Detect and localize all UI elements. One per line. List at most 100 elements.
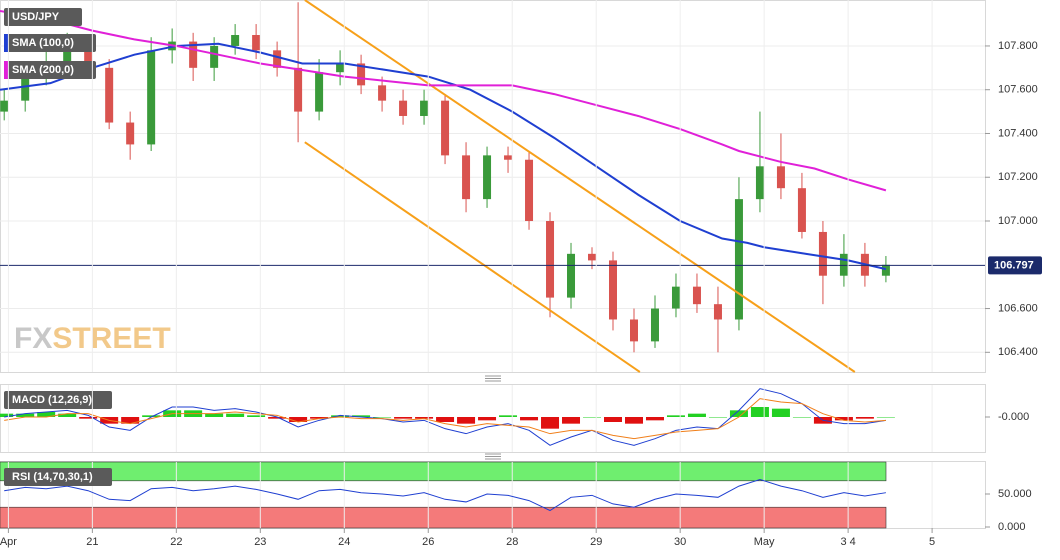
legend-swatch [4,34,8,52]
rsi-band [0,461,887,482]
resize-handle[interactable] [485,453,501,460]
legend-label: SMA (200,0) [12,64,74,76]
y-tick-label: 107.000 [998,215,1038,227]
legend-box [4,391,112,409]
macd-histogram-bar [16,413,35,417]
candle-body [588,253,597,261]
candle-body [126,122,135,145]
macd-histogram-bar [79,417,98,419]
macd-histogram-bar [352,415,371,417]
candle-body [671,286,680,309]
candle-body [818,231,827,276]
panel-candlestick: 106.400 106.600 107.000 107.200 107.400 107.6… [0,0,1042,373]
x-tick-label: 21 [86,536,98,548]
x-tick-label: 22 [170,536,182,548]
indicator-line [4,398,886,440]
candle-body [210,45,219,68]
resize-handle[interactable] [485,375,501,382]
candle-body [525,159,534,222]
macd-histogram-bar [331,415,350,417]
legend-box [4,8,82,26]
y-tick-label: 106.400 [998,346,1038,358]
candle-body [231,35,240,46]
macd-histogram-bar [645,417,664,421]
candle-body [252,35,261,51]
macd-histogram-bar [415,417,434,419]
macd-histogram-bar [373,417,392,418]
candle-body [776,166,785,189]
candle-body [734,199,743,320]
candle-body [483,155,492,200]
macd-histogram-bar [247,415,266,417]
candle-body [692,286,701,305]
candle-body [294,67,303,112]
macd-histogram-bar [142,415,161,417]
macd-histogram-bar [121,417,140,424]
macd-histogram-bar [310,417,329,419]
y-tick-label: 106.600 [998,302,1038,314]
macd-histogram-bar [666,415,685,417]
macd-histogram-bar [37,412,56,417]
candle-body [609,260,618,320]
panel-rsi: 0.000 50.000 Apr 21 22 23 24 26 28 29 30 May 3 4 5 [0,0,1032,548]
macd-histogram-bar [289,417,308,422]
candle-body [357,63,366,86]
watermark: FXSTREET [14,322,171,355]
x-tick-label: May [754,536,775,548]
macd-histogram-bar [394,417,413,419]
macd-histogram-bar [205,413,224,417]
macd-histogram-bar [520,417,539,421]
candle-body [63,45,72,64]
macd-histogram-bar [226,413,245,417]
y-tick-label: 0.000 [998,521,1026,533]
y-tick-label: -0.000 [998,411,1029,423]
y-tick-label: 50.000 [998,488,1032,500]
candle-body [315,72,324,112]
candle-body [378,85,387,101]
y-tick-label: 107.400 [998,127,1038,139]
macd-histogram-bar [876,417,895,418]
last-price-box [988,256,1042,275]
legend-label: USD/JPY [12,11,60,23]
macd-panel-frame [0,384,986,453]
macd-histogram-bar [604,417,623,422]
indicator-line [4,478,886,512]
indicator-line [4,388,886,446]
macd-histogram-bar [0,413,14,417]
last-price-label: 106.797 [994,259,1034,271]
legend-box [4,34,96,52]
candle-body [105,67,114,123]
indicator-line [0,9,887,192]
candle-body [567,253,576,298]
macd-histogram-bar [708,417,727,418]
macd-histogram-bar [478,417,497,421]
legend-swatch [4,61,8,79]
macd-histogram-bar [855,417,874,419]
legend-label: MACD (12,26,9) [12,394,92,406]
legend-box [4,61,96,79]
x-tick-label: 28 [506,536,518,548]
macd-histogram-bar [834,417,853,421]
candle-body [189,41,198,68]
candle-body [797,188,806,232]
candle-body [650,308,659,342]
macd-histogram-bar [499,415,518,417]
indicator-line [0,42,887,271]
candle-body [0,100,9,112]
candle-body [881,264,890,276]
x-tick-label: 5 [929,536,935,548]
candle-body [441,100,450,156]
y-tick-label: 107.800 [998,40,1038,52]
watermark-part: STREET [52,322,170,355]
main-panel-frame [0,0,986,373]
candle-body [336,63,345,73]
macd-histogram-bar [58,413,77,417]
candle-body [713,304,722,320]
channel-line [304,141,641,373]
y-tick-label: 107.600 [998,84,1038,96]
macd-histogram-bar [729,410,748,417]
candle-body [420,100,429,116]
macd-histogram-bar [541,417,560,429]
macd-histogram-bar [792,417,811,418]
macd-histogram-bar [624,417,643,424]
